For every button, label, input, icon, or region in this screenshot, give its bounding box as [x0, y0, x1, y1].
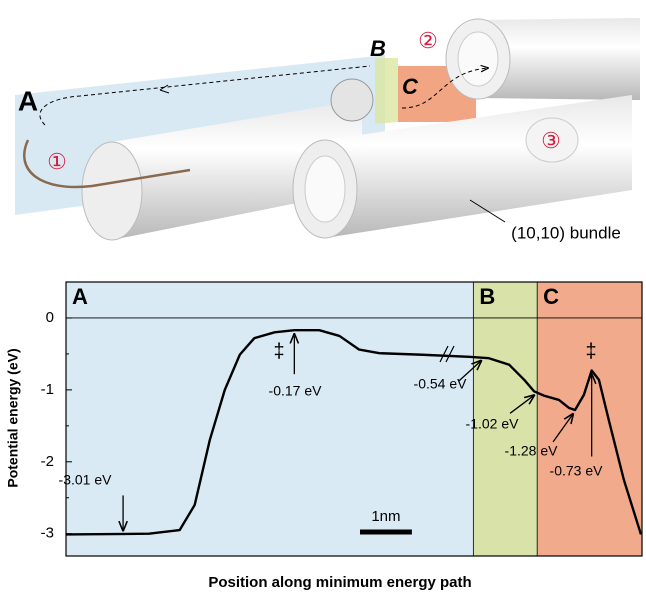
transition-state: ‡ — [273, 340, 284, 362]
annotation-label: -1.28 eV — [505, 443, 559, 459]
axis-break — [439, 345, 455, 363]
path-arrow — [159, 84, 170, 94]
label: ② — [418, 28, 438, 53]
annotation-label: -0.17 eV — [269, 383, 323, 399]
region-label: A — [72, 284, 88, 309]
annotation-label: -3.01 eV — [59, 472, 113, 488]
tube — [478, 18, 640, 100]
fullerene — [330, 78, 374, 122]
region — [473, 282, 538, 556]
y-tick-label: -2 — [41, 453, 54, 470]
path-c — [401, 68, 488, 109]
annotation-arrow — [458, 361, 481, 382]
y-tick-label: -1 — [41, 381, 54, 398]
label: ① — [47, 149, 67, 174]
y-tick-label: 0 — [46, 309, 54, 326]
x-axis-label: Position along minimum energy path — [208, 574, 471, 591]
annotation-label: -0.73 eV — [550, 463, 604, 479]
annotation-label: -1.02 eV — [466, 416, 520, 432]
region-label: C — [543, 284, 559, 309]
label: (10,10) bundle — [511, 223, 621, 242]
plane-b — [375, 58, 398, 124]
energy-line — [65, 328, 643, 536]
region-label: B — [479, 284, 495, 309]
y-tick-label: -3 — [41, 525, 54, 542]
plot-frame — [65, 281, 643, 557]
tube-end — [81, 141, 143, 241]
tube-hole — [304, 155, 346, 223]
annotation-label: -0.54 eV — [414, 376, 468, 392]
label: ③ — [541, 128, 561, 153]
chart: Potential energy (eV) Position along min… — [5, 348, 472, 591]
scale-bar-label: 1nm — [371, 508, 400, 525]
tube-hole — [457, 31, 499, 87]
illustration: A B C ① ② ③ (10,10) bundle — [15, 18, 640, 242]
region — [66, 282, 474, 556]
tube-defect — [525, 117, 579, 163]
path-1 — [23, 139, 191, 189]
label-leader — [469, 199, 506, 223]
region — [537, 282, 642, 556]
annotation-arrow — [509, 395, 534, 414]
label: C — [402, 74, 419, 99]
annotation-arrow — [552, 414, 573, 443]
path-a — [39, 65, 371, 126]
label: B — [370, 36, 386, 61]
tube — [112, 100, 362, 240]
label: A — [18, 85, 38, 116]
transition-state: ‡ — [585, 340, 596, 362]
y-axis-label: Potential energy (eV) — [5, 348, 21, 487]
